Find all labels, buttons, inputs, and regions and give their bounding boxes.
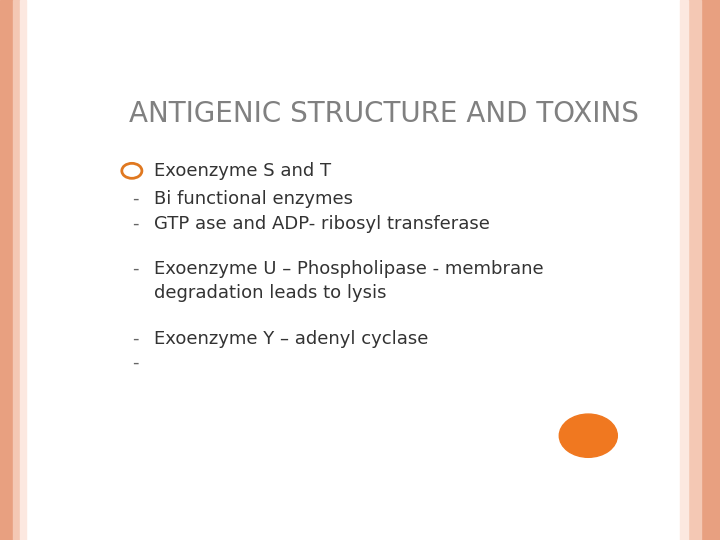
Text: ANTIGENIC STRUCTURE AND TOXINS: ANTIGENIC STRUCTURE AND TOXINS — [129, 100, 639, 128]
Text: -: - — [132, 214, 138, 233]
Text: GTP ase and ADP- ribosyl transferase: GTP ase and ADP- ribosyl transferase — [154, 214, 490, 233]
Text: -: - — [132, 190, 138, 208]
Text: Exoenzyme S and T: Exoenzyme S and T — [154, 162, 331, 180]
Text: Exoenzyme U – Phospholipase - membrane: Exoenzyme U – Phospholipase - membrane — [154, 260, 544, 278]
Text: -: - — [132, 260, 138, 278]
Text: degradation leads to lysis: degradation leads to lysis — [154, 284, 387, 302]
Text: Bi functional enzymes: Bi functional enzymes — [154, 190, 354, 208]
Circle shape — [559, 414, 617, 457]
Circle shape — [122, 163, 142, 178]
Text: -: - — [132, 354, 138, 372]
Text: Exoenzyme Y – adenyl cyclase: Exoenzyme Y – adenyl cyclase — [154, 330, 428, 348]
Text: -: - — [132, 330, 138, 348]
